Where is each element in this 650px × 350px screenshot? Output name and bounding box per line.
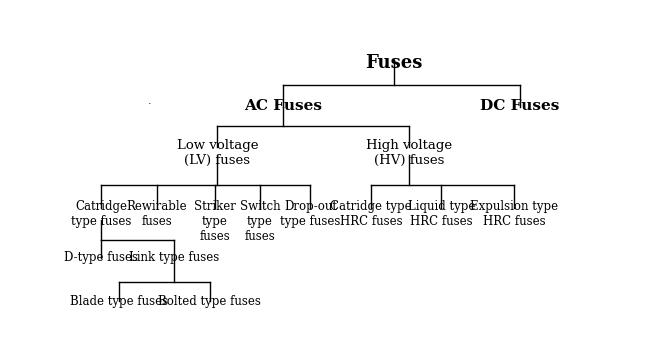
Text: High voltage
(HV) fuses: High voltage (HV) fuses <box>365 139 452 167</box>
Text: Catridge type
HRC fuses: Catridge type HRC fuses <box>330 199 411 228</box>
Text: AC Fuses: AC Fuses <box>244 99 322 113</box>
Text: DC Fuses: DC Fuses <box>480 99 559 113</box>
Text: Bolted type fuses: Bolted type fuses <box>158 295 261 308</box>
Text: Drop-out
type fuses: Drop-out type fuses <box>280 199 341 228</box>
Text: Link type fuses: Link type fuses <box>129 251 220 264</box>
Text: Blade type fuses: Blade type fuses <box>70 295 168 308</box>
Text: Fuses: Fuses <box>365 54 422 72</box>
Text: Switch
type
fuses: Switch type fuses <box>240 199 280 243</box>
Text: Expulsion type
HRC fuses: Expulsion type HRC fuses <box>471 199 558 228</box>
Text: D-type fuses: D-type fuses <box>64 251 138 264</box>
Text: .: . <box>148 96 151 106</box>
Text: Liquid type
HRC fuses: Liquid type HRC fuses <box>408 199 475 228</box>
Text: Striker
type
fuses: Striker type fuses <box>194 199 236 243</box>
Text: Rewirable
fuses: Rewirable fuses <box>127 199 187 228</box>
Text: Low voltage
(LV) fuses: Low voltage (LV) fuses <box>177 139 258 167</box>
Text: Catridge
type fuses: Catridge type fuses <box>72 199 131 228</box>
